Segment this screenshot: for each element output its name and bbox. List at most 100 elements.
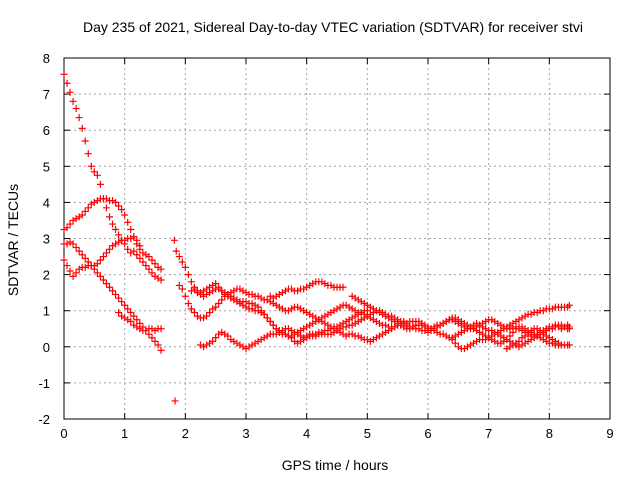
data-point	[187, 278, 195, 286]
data-point	[203, 312, 211, 320]
data-point	[148, 256, 156, 264]
data-point	[106, 245, 113, 253]
data-point	[130, 233, 138, 241]
y-tick-label: 7	[43, 87, 50, 102]
data-point	[81, 137, 89, 145]
data-point	[557, 341, 565, 349]
data-point	[190, 285, 198, 293]
data-point	[124, 305, 132, 313]
data-point	[78, 124, 86, 132]
data-point	[109, 220, 117, 228]
y-tick-label: 6	[43, 123, 50, 138]
data-point	[266, 318, 274, 326]
data-point	[102, 204, 110, 212]
data-point	[106, 283, 113, 291]
data-point	[66, 88, 74, 96]
data-point	[209, 337, 217, 345]
data-point	[212, 303, 220, 311]
data-point	[145, 265, 153, 273]
data-point	[115, 202, 123, 210]
data-point	[565, 341, 573, 349]
data-point	[136, 242, 144, 250]
data-point	[224, 332, 232, 340]
data-point	[118, 298, 126, 306]
data-point	[63, 224, 71, 232]
data-point	[93, 269, 101, 277]
series-track-g	[172, 247, 408, 340]
y-tick-label: 8	[43, 51, 50, 66]
y-tick-label: 1	[43, 304, 50, 319]
x-tick-label: 1	[121, 426, 128, 441]
data-point	[451, 339, 459, 347]
data-point	[133, 251, 141, 259]
data-point	[148, 269, 156, 277]
series-track-k	[266, 278, 347, 302]
data-point	[60, 70, 68, 78]
data-point	[269, 321, 277, 329]
data-point	[184, 271, 192, 279]
data-point	[521, 332, 529, 340]
data-point	[99, 253, 107, 261]
data-point	[69, 272, 77, 280]
x-tick-label: 3	[242, 426, 249, 441]
data-point	[148, 334, 156, 342]
y-tick-label: -1	[38, 376, 50, 391]
x-tick-label: 5	[364, 426, 371, 441]
data-point	[66, 220, 74, 228]
data-point	[154, 341, 162, 349]
data-point	[170, 236, 178, 244]
data-point	[230, 294, 238, 302]
data-point	[115, 231, 123, 239]
x-tick-label: 4	[303, 426, 310, 441]
data-point	[339, 283, 347, 291]
x-tick-label: 6	[424, 426, 431, 441]
y-tick-label: 2	[43, 268, 50, 283]
data-point	[121, 301, 129, 309]
data-point	[178, 285, 186, 293]
data-point	[72, 269, 80, 277]
data-point	[133, 316, 141, 324]
series-track-f	[170, 236, 179, 405]
data-point	[112, 225, 120, 233]
y-tick-label: 3	[43, 232, 50, 247]
x-axis-label: GPS time / hours	[282, 457, 389, 473]
data-point	[263, 314, 271, 322]
data-point	[172, 247, 180, 255]
data-point	[127, 318, 135, 326]
data-point	[151, 260, 159, 268]
data-point	[81, 254, 89, 262]
data-point	[69, 240, 77, 248]
data-point	[112, 290, 120, 298]
data-point	[136, 254, 144, 262]
x-tick-label: 7	[485, 426, 492, 441]
x-tick-labels: 0 1 2 3 4 5 6 7 8 9	[60, 426, 613, 441]
series-track-n	[503, 325, 565, 353]
data-point	[212, 334, 220, 342]
data-point	[69, 97, 77, 105]
data-point	[565, 325, 573, 333]
series-track-c	[60, 238, 165, 354]
data-point	[133, 236, 141, 244]
y-tick-label: 4	[43, 195, 50, 210]
data-point	[72, 105, 80, 113]
series-track-b	[60, 195, 165, 273]
data-point	[118, 206, 126, 214]
data-point	[139, 258, 147, 266]
data-point	[130, 312, 138, 320]
data-point	[171, 397, 179, 405]
data-point	[93, 171, 101, 179]
data-point	[142, 262, 150, 270]
data-point	[565, 301, 573, 309]
series-track-d	[60, 233, 144, 280]
y-tick-labels: -2 -1 0 1 2 3 4 5 6 7 8	[38, 51, 50, 427]
data-point	[536, 327, 544, 335]
data-point	[90, 168, 98, 176]
grid-lines	[64, 58, 610, 419]
data-point	[115, 309, 123, 317]
data-point	[175, 281, 183, 289]
data-point	[184, 299, 192, 307]
x-tick-label: 9	[606, 426, 613, 441]
data-point	[218, 296, 226, 304]
x-tick-label: 0	[60, 426, 67, 441]
y-tick-label: -2	[38, 412, 50, 427]
